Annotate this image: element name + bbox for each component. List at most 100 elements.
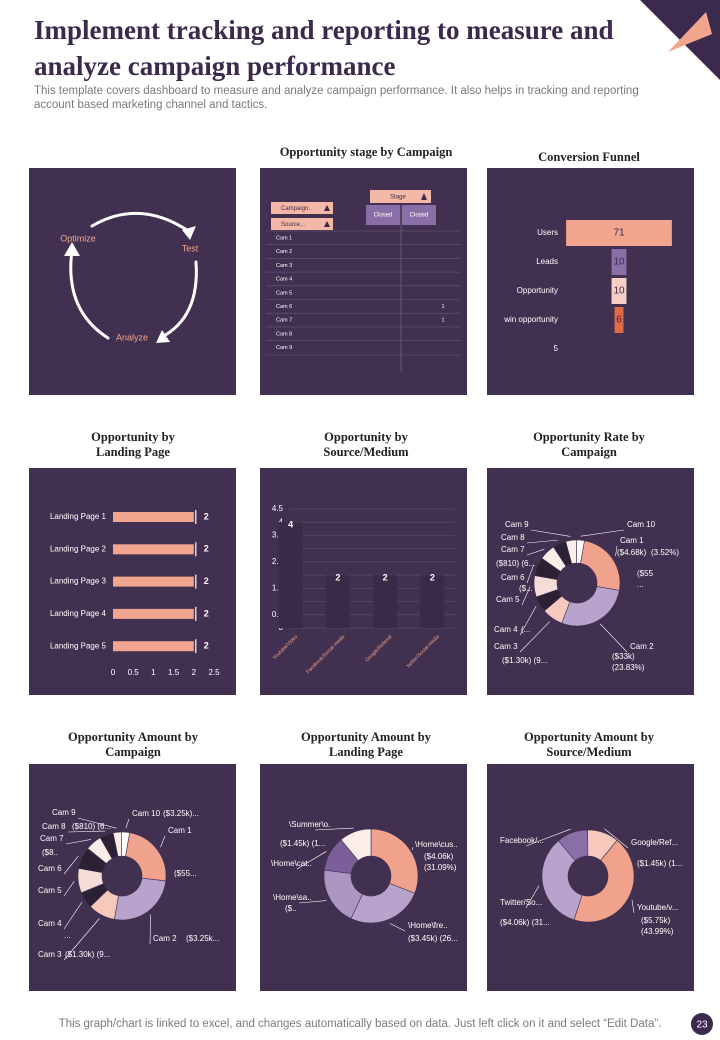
slice-label: Cam 10 [627, 520, 656, 529]
slice-annotation: ($1.30k) (9... [502, 656, 547, 665]
slice-annotation: ($3.25k... [186, 934, 219, 943]
leader-line [63, 918, 100, 961]
slice-annotation: ... [637, 580, 644, 589]
slice-label: Cam 6 [501, 573, 525, 582]
value-label: 6 [616, 315, 622, 326]
value-label: 10 [613, 286, 625, 297]
leader-line [526, 548, 545, 556]
leader-line [604, 828, 629, 849]
donut-slice [114, 877, 167, 921]
slice-label: Cam 1 [168, 826, 192, 835]
leader-line [125, 818, 130, 829]
slice-annotation: ($55... [174, 869, 197, 878]
chart-title: Opportunity Rate by Campaign [533, 430, 645, 459]
leader-line [631, 899, 635, 914]
slice-label: \Home\cus.. [415, 840, 458, 849]
slice-annotation: ($1.45k) (1... [280, 839, 325, 848]
leader-line [67, 830, 106, 833]
category-label: Landing Page 1 [50, 512, 107, 521]
category-label: win opportunity [503, 315, 558, 324]
slice-label: Youtube/v... [637, 903, 678, 912]
chart-title: Opportunity stage by Campaign [279, 145, 453, 159]
slice-label: Cam 2 [630, 642, 654, 651]
donut-slice [370, 828, 419, 894]
arrow-head [156, 330, 170, 343]
slice-annotation: (43.99%) [641, 927, 674, 936]
leader-line [526, 564, 534, 584]
y-tick-label: 4.5 [272, 504, 284, 513]
field-button[interactable] [370, 190, 431, 203]
slice-label: Cam 7 [40, 834, 64, 843]
slice-annotation: ($3.45k) (26... [408, 934, 458, 943]
slice-label: \Summer\o. [289, 820, 330, 829]
slice-label: Cam 9 [505, 520, 529, 529]
field-label: Stage [390, 195, 406, 201]
value-label: 2 [204, 641, 209, 651]
column-header [366, 205, 400, 225]
x-tick-label: 1 [151, 668, 156, 677]
x-tick-label: 1.5 [168, 668, 180, 677]
slice-annotation: ($1.45k) (1... [637, 859, 682, 868]
slice-label: Cam 7 [501, 545, 525, 554]
slice-label: Cam 9 [52, 808, 76, 817]
slide-subtitle: This template covers dashboard to measur… [34, 85, 639, 111]
x-tick-label: 2.5 [208, 668, 220, 677]
bar [113, 512, 194, 522]
leader-line [63, 902, 83, 930]
slice-annotation: (23.83%) [612, 663, 645, 672]
funnel-bar [614, 307, 624, 333]
slice-annotation: ($33k) [612, 652, 635, 661]
x-tick-label: 0.5 [128, 668, 140, 677]
bar [420, 575, 445, 628]
field-button[interactable] [271, 202, 333, 214]
chart-title: Opportunity Amount by Landing Page [301, 730, 431, 759]
value-label: 2 [204, 544, 209, 554]
panel [487, 764, 694, 991]
bar [113, 576, 194, 587]
cycle-arrow [90, 211, 192, 234]
slice-label: \Home\cat.. [271, 859, 312, 868]
chart-title: Opportunity by Landing Page [91, 430, 175, 459]
panel [487, 168, 694, 395]
cycle-arrow [158, 260, 198, 340]
row-label: Cam 3 [276, 263, 292, 269]
panel [487, 468, 694, 695]
slice-label: Cam 5 [38, 886, 62, 895]
slice-annotation: ($5.75k) [641, 916, 671, 925]
bar [325, 575, 350, 628]
leader-line [411, 847, 414, 851]
row-label: Cam 2 [276, 249, 292, 255]
donut-slice [541, 840, 583, 921]
row-label: Cam 9 [276, 345, 292, 351]
leader-line [525, 828, 571, 847]
slice-annotation: ($55 [637, 569, 654, 578]
donut-slice [576, 539, 585, 564]
leader-line [526, 539, 558, 544]
slice-label: \Home\sa.. [273, 893, 312, 902]
value-label: 71 [613, 228, 625, 239]
donut-slice [350, 882, 416, 924]
slice-label: Cam 4 [38, 919, 62, 928]
column-label: Closed [374, 213, 393, 219]
footer-note: This graph/chart is linked to excel, and… [58, 1018, 662, 1030]
category-label: Landing Page 5 [50, 641, 107, 650]
bar [373, 575, 398, 628]
cycle-label: Analyze [116, 332, 148, 342]
category-label: Landing Page 4 [50, 609, 107, 618]
field-button[interactable] [271, 218, 333, 230]
x-tick-label: 2 [192, 668, 197, 677]
chart-title: Opportunity by Source/Medium [323, 430, 409, 459]
value-label: 2 [204, 576, 209, 586]
sort-icon [421, 193, 427, 200]
funnel-bar [566, 220, 672, 246]
leader-line [519, 621, 551, 653]
chart-title: Opportunity Amount by Campaign [68, 730, 198, 759]
bar [113, 608, 194, 619]
value-label: 10 [613, 257, 625, 268]
leader-line [580, 529, 625, 537]
slice-annotation: ($4.06k) (31... [500, 918, 550, 927]
slice-annotation: ... [64, 931, 71, 940]
leader-line [63, 855, 79, 875]
donut-slice [340, 828, 372, 862]
slice-annotation: ($810) (6... [496, 559, 535, 568]
